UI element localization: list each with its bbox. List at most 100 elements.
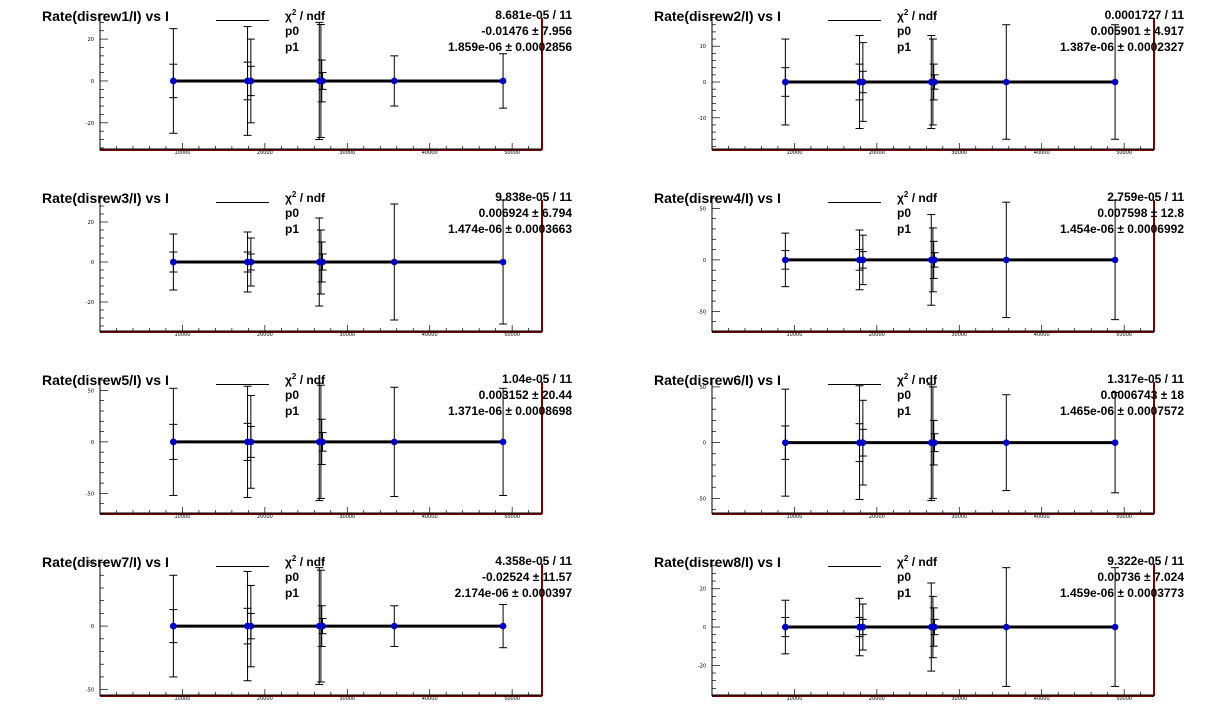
legend-line-sample [828,566,881,567]
plot-panel-3: 10000 20000 30000 40000 50000 -20 0 20 Rate(disr… [0,182,612,364]
y-tick-label: -50 [86,491,94,497]
stat-label-p1: p1 [897,222,912,236]
stat-value-p1: 1.371e-06 ± 0.0008698 [447,404,572,418]
legend-line-sample [216,566,269,567]
stat-value-p1: 1.459e-06 ± 0.0003773 [1059,586,1184,600]
x-tick-label: 20000 [257,332,273,338]
stat-value-p1: 1.474e-06 ± 0.0003663 [447,222,572,236]
stat-label-chi2: χ2 / ndf [897,8,938,23]
point-marker [782,256,789,264]
point-marker [247,258,255,266]
plot-panel-1: 10000 20000 30000 40000 50000 -20 0 20 Rate(disr… [0,0,612,182]
data-point [169,63,178,99]
x-tick-label: 20000 [257,150,273,156]
stat-label-chi2: χ2 / ndf [897,190,938,205]
y-tick-label: 50 [88,561,94,567]
stat-label-chi2: χ2 / ndf [285,190,326,205]
y-tick-label: 0 [91,624,94,630]
stat-value-chi2: 9.322e-05 / 11 [1107,554,1184,568]
data-point [390,386,399,497]
point-marker [1111,623,1119,631]
point-marker [859,439,867,446]
data-point [1111,567,1120,687]
stat-value-p0: 0.005901 ± 4.917 [1090,24,1184,38]
stat-value-p0: 0.0006743 ± 18 [1100,388,1184,402]
data-point [930,74,939,90]
data-point [169,423,178,460]
x-tick-label: 50000 [504,514,520,520]
y-tick-label: 20 [700,587,706,593]
data-point [930,618,939,636]
y-tick-label: 0 [703,625,706,631]
point-marker [319,622,326,630]
stat-label-p0: p0 [285,24,300,38]
point-marker [247,622,255,630]
x-tick-label: 10000 [174,696,190,702]
x-tick-label: 20000 [869,332,885,338]
point-marker [859,78,867,86]
y-tick-label: 0 [91,440,94,446]
data-point [246,425,255,458]
data-point [246,65,255,97]
stat-value-p1: 1.387e-06 ± 0.0002327 [1059,40,1184,54]
data-point [858,251,867,269]
point-marker [1002,623,1010,631]
point-marker [319,77,326,85]
data-point [318,72,327,90]
data-point [1002,201,1011,319]
x-tick-label: 50000 [504,332,520,338]
legend-line-sample [828,20,881,21]
legend-line-sample [216,202,269,203]
data-point [246,612,255,640]
point-marker [390,622,398,630]
x-tick-label: 30000 [951,332,967,338]
x-tick-label: 40000 [1034,514,1050,520]
x-tick-label: 50000 [1116,150,1132,156]
x-tick-label: 30000 [339,150,355,156]
plot-title: Rate(disrew3/I) vs I [42,190,169,206]
point-marker [499,77,507,85]
data-point [858,70,867,94]
point-marker [170,438,177,446]
point-marker [170,77,177,85]
x-tick-label: 30000 [339,696,355,702]
x-tick-label: 10000 [174,332,190,338]
x-tick-label: 10000 [786,150,802,156]
stat-label-chi2: χ2 / ndf [285,554,326,569]
stat-value-chi2: 1.317e-05 / 11 [1107,372,1184,386]
stat-label-p1: p1 [285,222,300,236]
plot-svg: 10000 20000 30000 40000 50000 -50 0 50 [86,560,543,702]
point-marker [1111,78,1119,86]
y-tick-label: 20 [88,37,94,43]
data-point [169,609,178,644]
x-tick-label: 10000 [786,514,802,520]
data-point [499,387,508,496]
x-tick-label: 20000 [257,696,273,702]
stat-value-p0: -0.01476 ± 7.956 [481,24,572,38]
x-tick-label: 20000 [257,514,273,520]
y-tick-label: -50 [698,309,706,315]
point-marker [1002,78,1010,86]
plot-title: Rate(disrew6/I) vs I [654,372,781,388]
y-tick-label: 0 [703,441,706,447]
stat-label-p1: p1 [897,404,912,418]
data-point [390,605,399,647]
stat-value-p1: 1.454e-06 ± 0.0006992 [1059,222,1184,236]
stat-value-p0: 0.006924 ± 6.794 [478,206,572,220]
y-tick-label: 50 [88,388,94,394]
x-tick-label: 20000 [869,514,885,520]
legend-line-sample [216,384,269,385]
x-tick-label: 30000 [339,514,355,520]
point-marker [247,77,255,85]
stat-value-p0: 0.00736 ± 7.024 [1097,570,1184,584]
plot-svg: 10000 20000 30000 40000 50000 -10 0 10 [698,14,1155,156]
data-point [169,251,178,273]
point-marker [931,623,938,631]
y-tick-label: 10 [700,44,706,50]
x-tick-label: 40000 [422,150,438,156]
point-marker [499,438,507,446]
data-point [1111,24,1120,140]
y-tick-label: -10 [698,116,706,122]
y-tick-label: 0 [703,80,706,86]
x-tick-label: 40000 [422,514,438,520]
